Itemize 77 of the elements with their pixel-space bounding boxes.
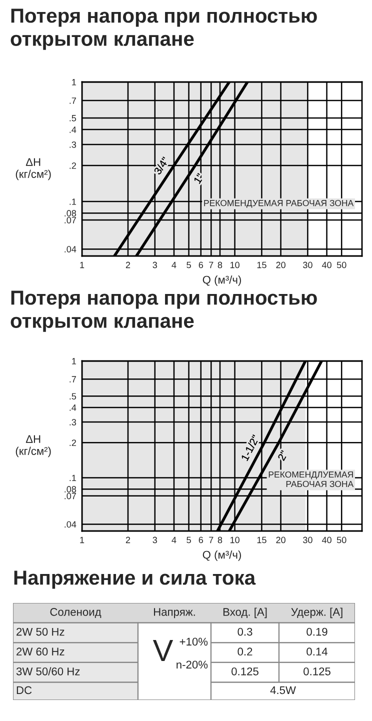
- y-tick-label: .04: [64, 521, 76, 528]
- x-axis-title: Q (м³/ч): [202, 550, 241, 561]
- text: Удерж. [A]: [291, 608, 342, 618]
- x-tick-label: 30: [303, 536, 312, 544]
- chart-title: Потеря напора при полностью открытом клапане: [10, 8, 317, 50]
- text: 0.125: [232, 667, 258, 676]
- text: 0.3: [238, 628, 252, 636]
- text: 0.14: [306, 648, 328, 656]
- y-tick-label: .7: [70, 98, 76, 104]
- y-tick-label: .4: [70, 126, 76, 133]
- y-tick-label: .2: [70, 162, 76, 169]
- x-tick-label: 40: [322, 262, 332, 268]
- band-label: РЕКОМЕНДУЕМАЯ РАБОЧАЯ ЗОНА: [204, 200, 354, 208]
- text: V: [152, 640, 174, 661]
- y-tick-label: 1: [72, 358, 76, 364]
- x-tick-label: 5: [186, 262, 191, 268]
- x-tick-label: 20: [276, 262, 286, 268]
- text: Вход. [A]: [223, 608, 267, 618]
- x-tick-label: 7: [209, 536, 214, 544]
- band-label: РЕКОМЕНДЛУЕМАЯ РАБОЧАЯ ЗОНА: [268, 471, 354, 488]
- y-tick-label: .1: [70, 198, 76, 205]
- text: Напряжение и сила тока: [14, 570, 256, 589]
- y-tick-label: .07: [64, 492, 76, 500]
- x-tick-label: 15: [257, 262, 266, 268]
- text: DC: [16, 686, 32, 694]
- x-tick-label: 20: [276, 536, 286, 544]
- y-tick-label: .7: [70, 376, 76, 382]
- text: 4.5W: [270, 686, 296, 694]
- x-tick-label: 6: [198, 262, 204, 268]
- y-axis-title: ΔH (кг/см²): [16, 158, 51, 180]
- text: 0.125: [304, 667, 330, 676]
- x-tick-label: 30: [303, 262, 312, 268]
- y-tick-label: .1: [70, 474, 76, 482]
- text: Соленоид: [50, 608, 102, 618]
- y-tick-label: .08: [64, 210, 76, 216]
- text: 2": [278, 450, 288, 462]
- text: 2W 50 Hz: [16, 628, 64, 636]
- y-tick-label: .5: [70, 393, 76, 400]
- text: Напряж.: [154, 608, 195, 618]
- x-tick-label: 4: [172, 536, 176, 544]
- x-tick-label: 3: [152, 262, 158, 268]
- x-axis-title: Q (м³/ч): [202, 276, 241, 286]
- x-tick-label: 8: [218, 536, 222, 544]
- text: 0.2: [238, 648, 252, 656]
- x-tick-label: 2: [126, 262, 130, 268]
- chart-title: Потеря напора при полностью открытом клапане: [10, 290, 317, 332]
- x-tick-label: 50: [336, 262, 346, 268]
- y-tick-label: .07: [64, 216, 76, 224]
- x-tick-label: 7: [209, 262, 214, 268]
- x-tick-label: 4: [172, 262, 176, 268]
- y-tick-label: .4: [70, 404, 76, 411]
- x-tick-label: 6: [198, 536, 204, 544]
- x-tick-label: 8: [218, 262, 222, 268]
- x-tick-label: 40: [322, 536, 332, 544]
- y-tick-label: 1: [72, 79, 76, 86]
- text: +10%: [180, 638, 208, 646]
- y-tick-label: .08: [64, 486, 76, 492]
- text: n-20%: [176, 660, 208, 669]
- y-tick-label: .3: [70, 141, 76, 148]
- y-tick-label: .04: [64, 246, 76, 252]
- y-tick-label: .5: [70, 115, 76, 122]
- x-tick-label: 1: [80, 262, 84, 268]
- x-tick-label: 50: [336, 536, 346, 544]
- x-tick-label: 10: [230, 536, 240, 544]
- x-tick-label: 2: [126, 536, 130, 544]
- text: 3W 50/60 Hz: [16, 667, 80, 676]
- x-tick-label: 5: [186, 536, 191, 544]
- y-tick-label: .3: [70, 419, 76, 426]
- text: 2W 60 Hz: [16, 648, 64, 656]
- text: 0.19: [306, 628, 328, 636]
- x-tick-label: 3: [152, 536, 158, 544]
- text: 1-1/2": [240, 434, 260, 462]
- x-tick-label: 15: [257, 536, 266, 544]
- y-axis-title: ΔH (кг/см²): [16, 435, 51, 458]
- y-tick-label: .2: [70, 440, 76, 446]
- x-tick-label: 1: [80, 536, 84, 544]
- x-tick-label: 10: [230, 262, 240, 268]
